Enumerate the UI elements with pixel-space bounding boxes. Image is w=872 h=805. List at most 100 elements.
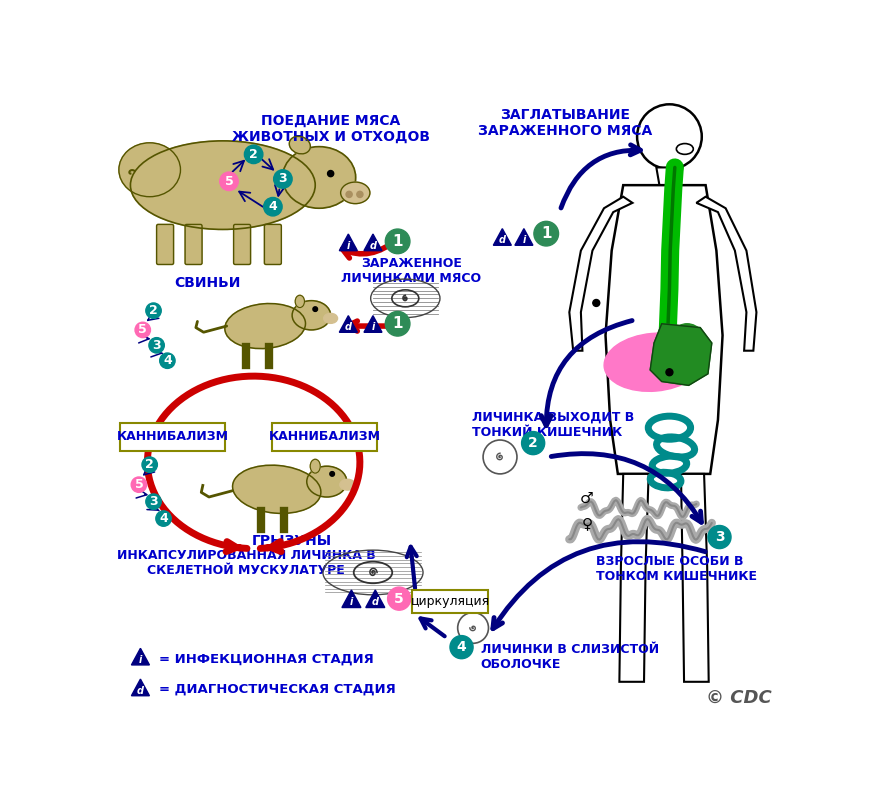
Polygon shape bbox=[339, 316, 358, 332]
Text: ГРЫЗУНЫ: ГРЫЗУНЫ bbox=[252, 534, 332, 548]
Text: ПОЕДАНИЕ МЯСА
ЖИВОТНЫХ И ОТХОДОВ: ПОЕДАНИЕ МЯСА ЖИВОТНЫХ И ОТХОДОВ bbox=[232, 114, 430, 144]
Text: 1: 1 bbox=[392, 316, 403, 331]
Ellipse shape bbox=[290, 136, 310, 154]
Text: = ИНФЕКЦИОННАЯ СТАДИЯ: = ИНФЕКЦИОННАЯ СТАДИЯ bbox=[159, 652, 374, 665]
Polygon shape bbox=[494, 229, 511, 246]
Text: d: d bbox=[370, 241, 377, 250]
Text: 2: 2 bbox=[146, 458, 154, 471]
Text: ЛИЧИНКА ВЫХОДИТ В
ТОНКИЙ КИШЕЧНИК: ЛИЧИНКА ВЫХОДИТ В ТОНКИЙ КИШЕЧНИК bbox=[472, 411, 634, 439]
Text: 4: 4 bbox=[457, 640, 467, 654]
Text: КАННИБАЛИЗМ: КАННИБАЛИЗМ bbox=[269, 431, 380, 444]
Polygon shape bbox=[605, 185, 723, 474]
Text: = ДИАГНОСТИЧЕСКАЯ СТАДИЯ: = ДИАГНОСТИЧЕСКАЯ СТАДИЯ bbox=[159, 683, 396, 696]
Text: 4: 4 bbox=[269, 200, 277, 213]
Circle shape bbox=[146, 303, 161, 318]
FancyBboxPatch shape bbox=[264, 225, 282, 265]
Ellipse shape bbox=[604, 333, 704, 391]
Ellipse shape bbox=[225, 303, 305, 349]
Text: 4: 4 bbox=[163, 354, 172, 367]
Text: КАННИБАЛИЗМ: КАННИБАЛИЗМ bbox=[117, 431, 228, 444]
Text: ВЗРОСЛЫЕ ОСОБИ В
ТОНКОМ КИШЕЧНИКЕ: ВЗРОСЛЫЕ ОСОБИ В ТОНКОМ КИШЕЧНИКЕ bbox=[596, 555, 757, 583]
Text: 2: 2 bbox=[249, 148, 258, 161]
Circle shape bbox=[274, 170, 292, 188]
Circle shape bbox=[388, 587, 411, 610]
Text: циркуляция: циркуляция bbox=[411, 595, 489, 609]
Circle shape bbox=[708, 526, 731, 548]
Text: 3: 3 bbox=[715, 530, 725, 544]
Circle shape bbox=[160, 353, 175, 369]
FancyBboxPatch shape bbox=[157, 225, 174, 265]
Polygon shape bbox=[697, 196, 756, 351]
Text: d: d bbox=[344, 322, 351, 332]
Text: ♂: ♂ bbox=[580, 491, 594, 506]
Text: 3: 3 bbox=[153, 339, 161, 352]
Ellipse shape bbox=[296, 295, 304, 308]
Polygon shape bbox=[681, 474, 709, 682]
Circle shape bbox=[149, 337, 164, 353]
Text: 2: 2 bbox=[528, 436, 538, 450]
Polygon shape bbox=[619, 474, 649, 682]
Text: 1: 1 bbox=[541, 226, 551, 241]
Circle shape bbox=[263, 197, 283, 216]
Circle shape bbox=[313, 307, 317, 312]
Text: 5: 5 bbox=[225, 175, 234, 188]
Circle shape bbox=[666, 369, 673, 376]
Ellipse shape bbox=[666, 324, 708, 378]
Polygon shape bbox=[132, 648, 149, 665]
Text: i: i bbox=[350, 597, 353, 607]
Circle shape bbox=[483, 440, 517, 474]
Text: i: i bbox=[371, 322, 375, 332]
Circle shape bbox=[521, 431, 545, 455]
Circle shape bbox=[637, 105, 702, 169]
Polygon shape bbox=[132, 679, 149, 696]
FancyBboxPatch shape bbox=[272, 423, 377, 451]
Text: 5: 5 bbox=[139, 324, 147, 336]
Ellipse shape bbox=[677, 143, 693, 155]
Circle shape bbox=[593, 299, 600, 307]
Text: 2: 2 bbox=[149, 304, 158, 317]
Polygon shape bbox=[364, 316, 382, 332]
Polygon shape bbox=[657, 167, 683, 185]
Text: i: i bbox=[139, 654, 142, 665]
Circle shape bbox=[220, 172, 238, 191]
Polygon shape bbox=[364, 234, 382, 250]
Text: ЗАРАЖЕННОЕ
ЛИЧИНКАМИ МЯСО: ЗАРАЖЕННОЕ ЛИЧИНКАМИ МЯСО bbox=[342, 257, 481, 285]
Circle shape bbox=[385, 312, 410, 336]
Text: 5: 5 bbox=[394, 592, 404, 605]
Ellipse shape bbox=[283, 147, 356, 208]
Text: ЛИЧИНКИ В СЛИЗИСТОЙ
ОБОЛОЧКЕ: ЛИЧИНКИ В СЛИЗИСТОЙ ОБОЛОЧКЕ bbox=[480, 643, 659, 671]
FancyBboxPatch shape bbox=[234, 225, 250, 265]
Text: 1: 1 bbox=[392, 234, 403, 249]
Text: 3: 3 bbox=[278, 172, 287, 185]
Text: © CDC: © CDC bbox=[706, 688, 772, 707]
Ellipse shape bbox=[307, 466, 347, 497]
Text: 3: 3 bbox=[149, 495, 158, 508]
Polygon shape bbox=[651, 324, 712, 386]
FancyBboxPatch shape bbox=[185, 225, 202, 265]
FancyBboxPatch shape bbox=[120, 423, 225, 451]
Ellipse shape bbox=[233, 465, 321, 514]
Circle shape bbox=[328, 171, 334, 176]
Ellipse shape bbox=[131, 141, 316, 229]
Circle shape bbox=[146, 494, 161, 510]
Text: ИНКАПСУЛИРОВАННАЯ ЛИЧИНКА В
СКЕЛЕТНОЙ МУСКУЛАТУРЕ: ИНКАПСУЛИРОВАННАЯ ЛИЧИНКА В СКЕЛЕТНОЙ МУ… bbox=[117, 549, 375, 577]
Polygon shape bbox=[514, 229, 533, 246]
Polygon shape bbox=[569, 196, 632, 351]
Text: d: d bbox=[371, 597, 378, 607]
Ellipse shape bbox=[324, 313, 337, 324]
Ellipse shape bbox=[310, 460, 320, 473]
Text: СВИНЬИ: СВИНЬИ bbox=[174, 276, 241, 290]
Circle shape bbox=[131, 477, 146, 493]
Ellipse shape bbox=[341, 182, 370, 204]
Circle shape bbox=[534, 221, 559, 246]
Ellipse shape bbox=[119, 142, 181, 196]
Circle shape bbox=[385, 229, 410, 254]
Polygon shape bbox=[339, 234, 358, 250]
Circle shape bbox=[330, 472, 335, 477]
Text: 5: 5 bbox=[134, 478, 143, 491]
Circle shape bbox=[458, 613, 488, 643]
FancyBboxPatch shape bbox=[412, 590, 488, 613]
Text: ♀: ♀ bbox=[582, 517, 593, 531]
Text: i: i bbox=[522, 235, 526, 246]
Circle shape bbox=[346, 192, 352, 197]
